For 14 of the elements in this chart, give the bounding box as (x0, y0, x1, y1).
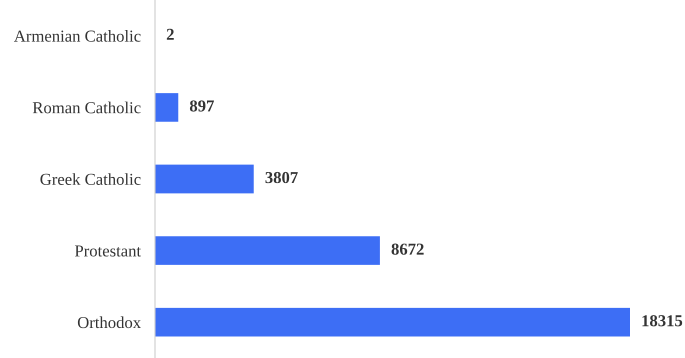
y-tick-label: Protestant (74, 245, 142, 257)
data-label: 2 (166, 28, 174, 40)
y-tick-label: Greek Catholic (40, 173, 141, 185)
bar (155, 236, 380, 265)
y-tick-label: Armenian Catholic (14, 30, 141, 42)
data-label: 897 (190, 100, 214, 112)
data-label: 18315 (642, 315, 682, 326)
data-label: 3807 (265, 172, 298, 184)
data-label: 8672 (392, 244, 424, 255)
bar (155, 164, 254, 194)
bar (155, 93, 178, 122)
bar (155, 308, 630, 337)
y-tick-label: Orthodox (78, 316, 141, 328)
y-tick-label: Roman Catholic (32, 102, 141, 114)
